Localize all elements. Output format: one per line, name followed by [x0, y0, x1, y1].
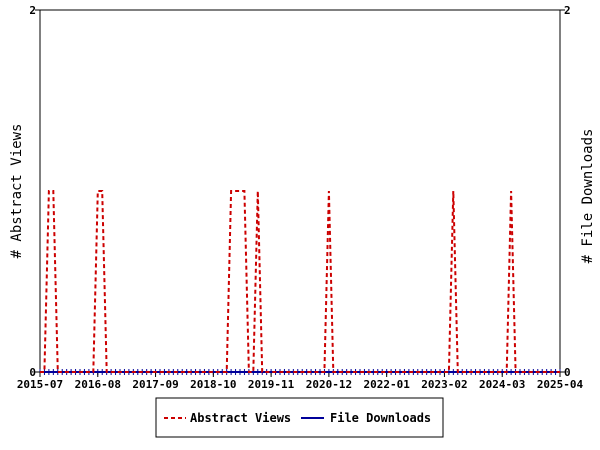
y-tick-label-left: 0 — [29, 366, 36, 379]
legend: Abstract Views File Downloads — [155, 397, 444, 438]
y-tick-label-right: 0 — [564, 366, 571, 379]
x-tick-label: 2016-08 — [75, 378, 121, 391]
y-axis-title-right: # File Downloads — [580, 129, 596, 264]
x-tick-label: 2025-04 — [537, 378, 584, 391]
series-layer — [40, 190, 560, 373]
plot-area — [39, 9, 561, 373]
x-tick-label: 2019-11 — [248, 378, 295, 391]
y-tick-label-left: 2 — [29, 4, 36, 17]
x-tick-label: 2017-09 — [132, 378, 178, 391]
x-tick-label: 2022-01 — [363, 378, 410, 391]
legend-label-abstract-views: Abstract Views — [190, 411, 291, 425]
series-line-abstract-views — [40, 190, 560, 373]
x-tick-label: 2023-02 — [421, 378, 467, 391]
y-ticks: 0 0 2 2 — [29, 4, 570, 379]
x-tick-label: 2015-07 — [17, 378, 63, 391]
legend-box — [155, 397, 444, 438]
y-axis-title-left: # Abstract Views — [9, 124, 25, 259]
x-tick-label: 2024-03 — [479, 378, 525, 391]
legend-label-file-downloads: File Downloads — [330, 411, 431, 425]
y-tick-label-right: 2 — [564, 4, 571, 17]
x-tick-labels: 2015-07 2016-08 2017-09 2018-10 2019-11 2020-… — [17, 372, 584, 391]
x-tick-label: 2020-12 — [306, 378, 352, 391]
x-tick-label: 2018-10 — [190, 378, 236, 391]
